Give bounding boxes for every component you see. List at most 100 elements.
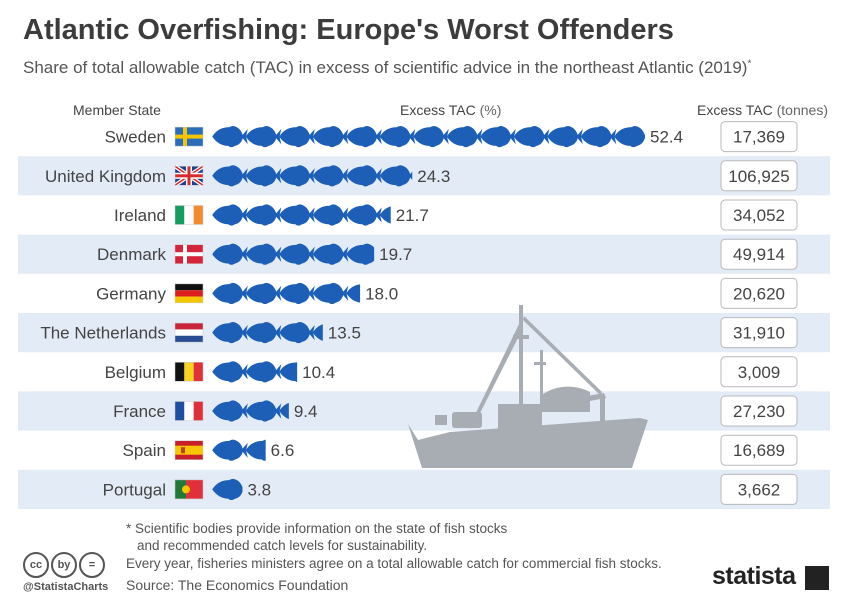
category-label: Denmark xyxy=(97,245,166,264)
category-label: United Kingdom xyxy=(45,167,166,186)
fish-icon xyxy=(547,126,583,148)
data-label-percent: 6.6 xyxy=(271,441,295,460)
chart-row: United Kingdom 24.3 106,925 xyxy=(45,160,798,192)
category-label: The Netherlands xyxy=(40,324,166,343)
category-label: Spain xyxy=(123,441,166,460)
data-label-percent: 21.7 xyxy=(396,206,429,225)
fish-icon xyxy=(212,361,248,383)
header-member-state: Member State xyxy=(73,102,161,118)
tonnes-box xyxy=(720,473,798,505)
chart-row: France 9.4 27,230 xyxy=(113,395,798,427)
tonnes-box xyxy=(720,434,798,466)
source-note: Source: The Economics Foundation xyxy=(126,577,349,593)
category-label: Ireland xyxy=(114,206,166,225)
chart-row: Germany 18.0 20,620 xyxy=(96,277,798,309)
flag-icon xyxy=(174,401,204,421)
fish-icon xyxy=(245,361,282,383)
row-band xyxy=(18,234,830,274)
tonnes-box xyxy=(720,277,798,309)
chart-row: Spain 6.6 16,689 xyxy=(123,434,798,466)
fish-icon xyxy=(212,282,248,304)
chart-title: Atlantic Overfishing: Europe's Worst Off… xyxy=(23,14,674,46)
fish-icon xyxy=(513,126,550,148)
fish-icon xyxy=(245,126,282,148)
chart-row: Ireland 21.7 34,052 xyxy=(114,199,798,231)
data-label-percent: 13.5 xyxy=(328,324,361,343)
fish-icon xyxy=(212,204,248,226)
statista-logo: statista xyxy=(712,562,796,590)
fish-icon xyxy=(279,126,315,148)
data-label-percent: 10.4 xyxy=(302,363,335,382)
data-label-tonnes: 3,662 xyxy=(738,480,781,499)
data-label-tonnes: 17,369 xyxy=(733,128,785,147)
row-band xyxy=(18,156,830,196)
fish-icon xyxy=(480,126,516,148)
tonnes-box xyxy=(720,395,798,427)
category-label: Sweden xyxy=(105,128,166,147)
tonnes-box xyxy=(720,317,798,349)
tonnes-box xyxy=(720,199,798,231)
data-label-percent: 24.3 xyxy=(417,167,450,186)
category-label: Belgium xyxy=(105,363,166,382)
data-label-percent: 52.4 xyxy=(650,128,683,147)
data-label-tonnes: 20,620 xyxy=(733,284,785,303)
row-bands xyxy=(18,156,830,509)
data-label-percent: 3.8 xyxy=(247,480,271,499)
chart-row: Belgium 10.4 3,009 xyxy=(105,356,798,388)
fish-icon xyxy=(245,282,282,304)
data-label-tonnes: 27,230 xyxy=(733,402,785,421)
chart-row: The Netherlands 13.5 31,910 xyxy=(40,317,798,349)
fishing-boat-illustration xyxy=(408,305,648,468)
fish-icon xyxy=(614,126,645,148)
tonnes-box xyxy=(720,356,798,388)
category-label: France xyxy=(113,402,166,421)
flag-icon xyxy=(174,440,204,460)
flag-icon xyxy=(174,126,204,147)
cc-license-icon: cc xyxy=(23,552,49,578)
data-label-tonnes: 3,009 xyxy=(738,363,781,382)
header-excess-tac: Excess TAC (%) xyxy=(400,102,502,118)
fish-icon xyxy=(212,126,248,148)
fish-icon xyxy=(312,282,349,304)
footnote-line-2: and recommended catch levels for sustain… xyxy=(137,538,428,553)
flag-icon xyxy=(174,322,204,343)
footnote-line-3: Every year, fisheries ministers agree on… xyxy=(126,556,662,571)
flag-icon xyxy=(173,164,205,187)
data-label-tonnes: 49,914 xyxy=(733,245,785,264)
flag-icon xyxy=(174,283,204,304)
bar-fish-pictogram xyxy=(212,439,266,461)
fish-icon xyxy=(312,126,349,148)
data-label-percent: 9.4 xyxy=(294,402,318,421)
flag-icon xyxy=(174,205,204,225)
flag-icon xyxy=(174,362,204,382)
tonnes-box xyxy=(720,121,798,153)
no-derivatives-icon: = xyxy=(79,552,105,578)
fish-icon xyxy=(245,204,282,226)
fish-icon xyxy=(312,204,349,226)
fish-icon xyxy=(413,126,449,148)
fish-icon xyxy=(346,204,382,226)
data-label-percent: 18.0 xyxy=(365,284,398,303)
data-label-tonnes: 34,052 xyxy=(733,206,785,225)
chart-row: Denmark 19.7 49,914 xyxy=(97,238,798,270)
fish-icon xyxy=(279,204,315,226)
chart-row: Sweden 52.4 17,369 xyxy=(105,121,798,153)
fish-icon xyxy=(379,126,416,148)
tonnes-box xyxy=(720,238,798,270)
category-label: Portugal xyxy=(103,480,166,499)
flag-icon xyxy=(174,244,204,264)
fish-icon xyxy=(279,282,315,304)
fish-icon xyxy=(212,439,248,461)
attribution-icon: by xyxy=(51,552,77,578)
chart-row: Portugal 3.8 3,662 xyxy=(103,473,798,505)
tonnes-box xyxy=(720,160,798,192)
bar-fish-pictogram xyxy=(212,126,645,148)
chart-subtitle: Share of total allowable catch (TAC) in … xyxy=(23,58,752,77)
data-label-percent: 19.7 xyxy=(379,245,412,264)
footnote-line-1: * Scientific bodies provide information … xyxy=(126,521,508,536)
data-label-tonnes: 31,910 xyxy=(733,324,785,343)
row-band xyxy=(18,313,830,353)
statista-handle: @StatistaCharts xyxy=(23,581,109,593)
row-band xyxy=(18,391,830,431)
